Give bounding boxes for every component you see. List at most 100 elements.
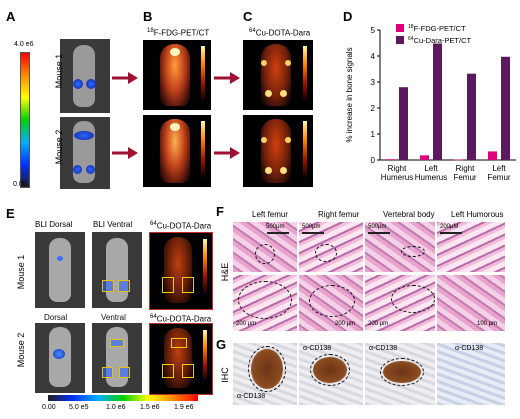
bar-fdg	[386, 159, 395, 161]
e-mouse-1-bli-ventral	[92, 232, 142, 308]
x-category-label: Femur	[453, 173, 476, 182]
g-stain-label: α-CD138	[303, 345, 332, 352]
e-scale-tick-3: 1.5 e6	[140, 404, 160, 411]
f-scalebar-label: 100 µm	[477, 321, 498, 327]
dara-pet-image-mouse-1	[243, 40, 313, 110]
e-mouse-1-bli-dorsal	[35, 232, 85, 308]
bar-dara	[399, 87, 408, 160]
e-mouse-1-label: Mouse 1	[16, 254, 26, 290]
e-color-scale-bar	[48, 395, 198, 401]
f-he-vertebral-high: 200 µm	[365, 275, 435, 331]
x-category-label: Femur	[487, 173, 510, 182]
f-he-humorous-low: 200µM	[437, 222, 505, 272]
f-scalebar-label: 500µm	[266, 224, 285, 230]
x-category-label: Right	[388, 164, 407, 173]
f-he-left-femur-high: 200 µm	[233, 275, 297, 331]
color-scale-min: 0.00	[13, 181, 27, 188]
f-he-right-femur-low: 500µm	[299, 222, 363, 272]
bar-dara	[433, 43, 442, 160]
e-header-dara: 64Cu-DOTA-Dara	[150, 221, 212, 231]
f-he-right-femur-high: 200 µm	[299, 275, 363, 331]
dara-pet-image-mouse-2	[243, 115, 313, 187]
bar-fdg	[488, 151, 497, 160]
g-stain-label: α-CD138	[455, 345, 484, 352]
e-mouse-2-bli-ventral	[92, 323, 142, 393]
chart-legend: 18F-FDG-PET/CT 64Cu-Dara-PET/CT	[396, 24, 471, 45]
e-mouse-2-dara-pet	[149, 323, 213, 395]
bar-dara	[501, 56, 510, 160]
g-ihc-humorous: α-CD138	[437, 343, 505, 405]
e-label-ventral: Ventral	[101, 313, 126, 322]
g-row-label-ihc: IHC	[220, 367, 230, 383]
chart-ticks: 0 1 2 3 4 5	[371, 26, 380, 165]
panel-c-title: 64Cu-DOTA-Dara	[249, 28, 311, 38]
x-category-label: Humerus	[415, 173, 447, 182]
x-category-label: Left	[424, 164, 438, 173]
f-he-vertebral-low: 500µm	[365, 222, 435, 272]
f-scalebar-label: 200µM	[440, 224, 459, 230]
g-ihc-left-femur: α-CD138	[233, 343, 297, 405]
panel-label-c: C	[243, 9, 253, 24]
e-mouse-2-label: Mouse 2	[16, 332, 26, 368]
panel-label-d: D	[343, 9, 353, 24]
f-scalebar-label: 500µm	[368, 224, 387, 230]
fdg-pet-image-mouse-1	[143, 40, 211, 110]
e-scale-tick-2: 1.0 e6	[106, 404, 126, 411]
e-header-bli-dorsal: BLI Dorsal	[35, 220, 73, 229]
e-header-bli-ventral: BLI Ventral	[93, 220, 133, 229]
color-scale-max: 4.0 e6	[14, 41, 34, 48]
bar-fdg	[420, 155, 429, 160]
f-col-right-femur: Right femur	[318, 210, 360, 219]
y-tick-label: 1	[371, 130, 376, 139]
f-col-vertebral-body: Vertebral body	[383, 210, 435, 219]
e-mouse-2-bli-dorsal	[35, 323, 85, 393]
legend-swatch	[396, 36, 404, 44]
x-category-label: Left	[492, 164, 506, 173]
f-he-humorous-high: 100 µm	[437, 275, 505, 331]
panel-label-e: E	[6, 206, 15, 221]
e-label-dorsal: Dorsal	[44, 313, 68, 322]
f-col-left-femur: Left femur	[252, 210, 289, 219]
panel-label-b: B	[143, 9, 153, 24]
fdg-pet-image-mouse-2	[143, 115, 211, 187]
f-row-label-he: H&E	[220, 262, 230, 282]
y-tick-label: 4	[371, 52, 376, 61]
panel-label-a: A	[6, 9, 16, 24]
f-he-left-femur-low: 500µm	[233, 222, 297, 272]
f-scalebar-label: 200 µm	[368, 321, 389, 327]
bar-dara	[467, 73, 476, 160]
legend-label: 18F-FDG-PET/CT	[408, 24, 466, 33]
bli-image-mouse-2	[60, 117, 110, 189]
e-scale-tick-4: 1.9 e6	[174, 404, 194, 411]
chart-bars	[386, 43, 510, 161]
y-tick-label: 5	[371, 26, 376, 35]
chart-y-axis-label: % increase in bone signals	[345, 47, 354, 142]
x-category-label: Right	[456, 164, 475, 173]
e-scale-tick-0: 0.00	[42, 404, 56, 411]
f-col-left-humorous: Left Humorous	[451, 210, 504, 219]
bar-fdg	[454, 159, 463, 161]
y-tick-label: 0	[371, 156, 376, 165]
g-ihc-vertebral: α-CD138	[365, 343, 435, 405]
g-stain-label: α-CD138	[237, 393, 266, 400]
x-category-label: Humerus	[381, 173, 413, 182]
f-scalebar-label: 200 µm	[236, 321, 257, 327]
panel-b-title: 18F-FDG-PET/CT	[147, 28, 210, 38]
chart-categories: RightHumerusLeftHumerusRightFemurLeftFem…	[381, 164, 511, 182]
legend-swatch	[396, 24, 404, 32]
e-mouse-1-dara-pet	[149, 232, 213, 310]
e-header-dara-2: 64Cu-DOTA-Dara	[150, 314, 212, 324]
g-ihc-right-femur: α-CD138	[299, 343, 363, 405]
bli-image-mouse-1	[60, 39, 110, 113]
f-scalebar-label: 200 µm	[335, 321, 356, 327]
panel-label-f: F	[216, 204, 224, 219]
legend-label: 64Cu-Dara-PET/CT	[408, 36, 471, 45]
color-scale-bar	[20, 52, 30, 188]
y-tick-label: 2	[371, 104, 376, 113]
g-stain-label: α-CD138	[369, 345, 398, 352]
e-scale-tick-1: 5.0 e5	[69, 404, 89, 411]
f-scalebar-label: 500µm	[302, 224, 321, 230]
panel-label-g: G	[216, 337, 227, 352]
